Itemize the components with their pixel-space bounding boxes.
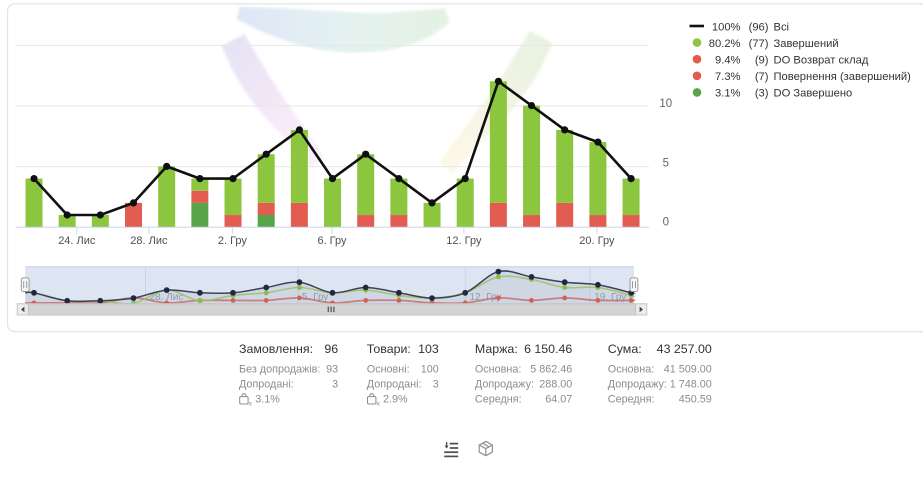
svg-text:x: x <box>249 400 253 407</box>
svg-text:6. Гру: 6. Гру <box>317 235 347 247</box>
svg-text:Допродані:: Допродані: <box>239 378 294 390</box>
svg-text:28. Лис: 28. Лис <box>150 292 184 303</box>
svg-text:Замовлення:: Замовлення: <box>239 342 313 356</box>
svg-text:Завершений: Завершений <box>774 38 839 50</box>
svg-text:5: 5 <box>663 157 669 169</box>
svg-text:Без допродажів:: Без допродажів: <box>239 364 320 376</box>
svg-text:3.1%: 3.1% <box>255 393 280 405</box>
svg-text:Товари:: Товари: <box>367 342 411 356</box>
svg-text:Основна:: Основна: <box>608 364 654 376</box>
svg-text:450.59: 450.59 <box>679 393 712 405</box>
svg-text:24. Лис: 24. Лис <box>58 235 96 247</box>
svg-text:100: 100 <box>421 364 439 376</box>
svg-text:0: 0 <box>663 216 669 228</box>
svg-text:28. Лис: 28. Лис <box>130 235 168 247</box>
svg-text:Допродажу:: Допродажу: <box>608 378 667 390</box>
svg-text:3: 3 <box>332 378 338 390</box>
svg-text:7.3%: 7.3% <box>715 71 741 83</box>
svg-text:1 748.00: 1 748.00 <box>670 378 712 390</box>
svg-text:Маржа:: Маржа: <box>475 342 518 356</box>
svg-text:x: x <box>376 400 380 407</box>
svg-text:96: 96 <box>324 342 338 356</box>
svg-text:2. Гру: 2. Гру <box>218 235 248 247</box>
svg-text:DO Возврат склад: DO Возврат склад <box>774 55 869 67</box>
svg-text:100%: 100% <box>712 21 741 33</box>
svg-text:(96): (96) <box>749 21 769 33</box>
svg-text:93: 93 <box>326 364 338 376</box>
svg-text:Повернення (завершений): Повернення (завершений) <box>774 71 912 83</box>
svg-text:12. Гру: 12. Гру <box>446 235 482 247</box>
svg-text:Основні:: Основні: <box>367 364 410 376</box>
svg-text:5 862.46: 5 862.46 <box>530 364 572 376</box>
svg-text:(77): (77) <box>749 38 769 50</box>
svg-text:9.4%: 9.4% <box>715 55 741 67</box>
svg-text:10: 10 <box>659 98 672 110</box>
svg-text:Допродажу:: Допродажу: <box>475 378 534 390</box>
svg-text:Середня:: Середня: <box>608 393 655 405</box>
svg-text:3: 3 <box>433 378 439 390</box>
svg-text:103: 103 <box>418 342 439 356</box>
svg-text:41 509.00: 41 509.00 <box>664 364 712 376</box>
svg-text:Основна:: Основна: <box>475 364 521 376</box>
svg-text:6 150.46: 6 150.46 <box>524 342 572 356</box>
svg-text:64.07: 64.07 <box>545 393 572 405</box>
svg-text:(3): (3) <box>755 88 769 100</box>
svg-text:(9): (9) <box>755 55 769 67</box>
svg-text:(7): (7) <box>755 71 769 83</box>
svg-text:12. Гру: 12. Гру <box>470 292 502 303</box>
svg-text:Середня:: Середня: <box>475 393 522 405</box>
svg-text:Допродані:: Допродані: <box>367 378 422 390</box>
svg-text:2.9%: 2.9% <box>383 393 408 405</box>
svg-text:20. Гру: 20. Гру <box>579 235 615 247</box>
svg-text:DO Завершено: DO Завершено <box>774 88 853 100</box>
svg-text:3.1%: 3.1% <box>715 88 741 100</box>
svg-text:288.00: 288.00 <box>539 378 572 390</box>
svg-text:5. Гру: 5. Гру <box>302 292 328 303</box>
svg-text:43 257.00: 43 257.00 <box>657 342 712 356</box>
svg-text:Всі: Всі <box>774 21 790 33</box>
svg-text:19. Гру: 19. Гру <box>594 292 626 303</box>
svg-text:Сума:: Сума: <box>608 342 642 356</box>
svg-text:80.2%: 80.2% <box>709 38 741 50</box>
